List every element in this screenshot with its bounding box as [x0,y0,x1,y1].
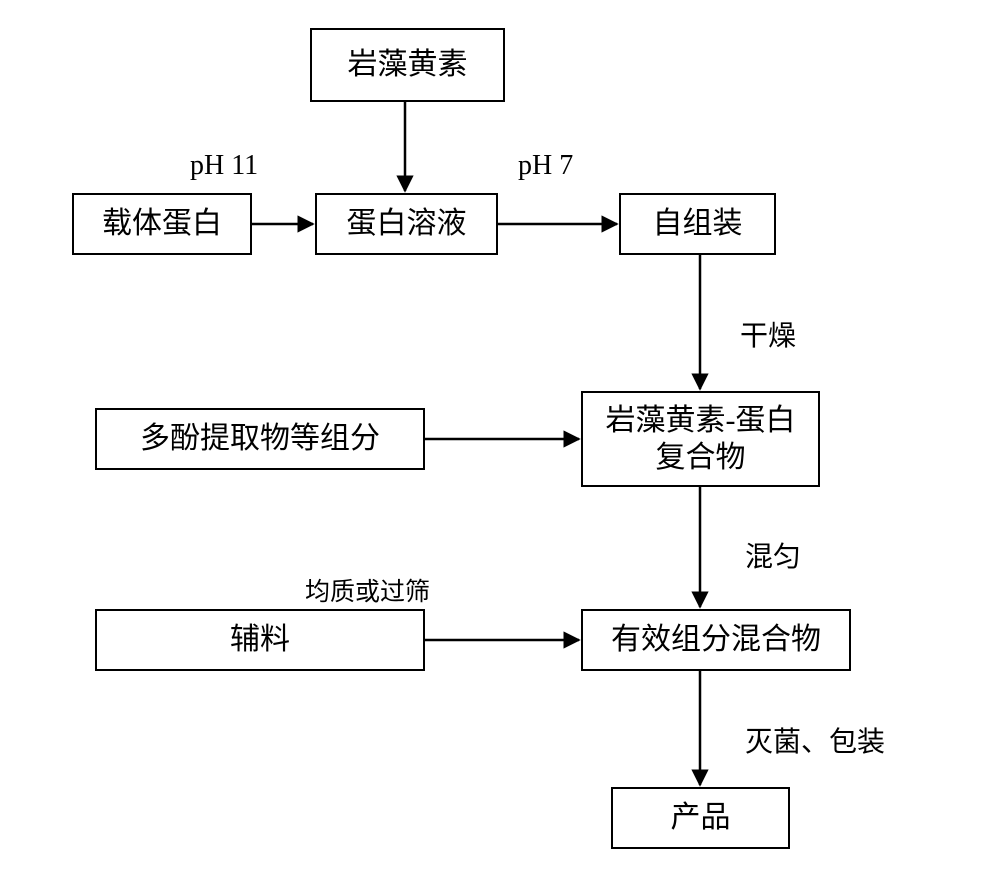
node-label: 载体蛋白 [102,205,222,243]
node-label: 蛋白溶液 [347,205,467,243]
node-label: 产品 [671,799,731,837]
node-carrier: 载体蛋白 [72,193,252,255]
label-ph7: pH 7 [518,150,573,182]
node-polyphenol: 多酚提取物等组分 [95,408,425,470]
node-fucoxanthin: 岩藻黄素 [310,28,505,102]
node-label: 有效组分混合物 [611,621,821,659]
node-label: 岩藻黄素-蛋白 复合物 [606,402,796,477]
label-dry: 干燥 [740,314,796,354]
node-excipient: 辅料 [95,609,425,671]
node-label: 岩藻黄素 [348,46,468,84]
node-label: 辅料 [230,621,290,659]
node-product: 产品 [611,787,790,849]
node-protein-sol: 蛋白溶液 [315,193,498,255]
node-self-assembly: 自组装 [619,193,776,255]
node-complex: 岩藻黄素-蛋白 复合物 [581,391,820,487]
label-sterile: 灭菌、包装 [745,720,885,760]
node-label: 自组装 [653,205,743,243]
node-label: 多酚提取物等组分 [140,420,380,458]
node-mixture: 有效组分混合物 [581,609,851,671]
label-mix: 混匀 [745,535,801,575]
label-homog: 均质或过筛 [305,572,430,608]
label-ph11: pH 11 [190,150,258,182]
